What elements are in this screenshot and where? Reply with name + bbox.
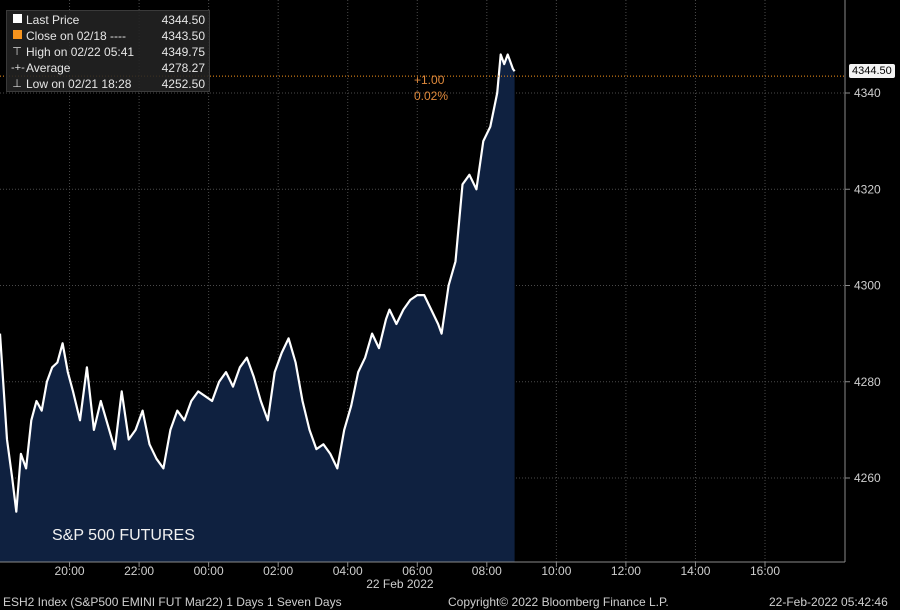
change-pct-label: 0.02% <box>414 89 449 103</box>
legend-close: Close on 02/18 ---- 4343.50 <box>11 28 205 44</box>
legend-value: 4344.50 <box>161 13 205 27</box>
legend-value: 4278.27 <box>161 61 205 75</box>
legend-average: -+- Average 4278.27 <box>11 60 205 76</box>
x-tick-label: 20:00 <box>55 564 85 578</box>
x-tick-label: 16:00 <box>750 564 780 578</box>
legend-label: Last Price <box>26 13 80 27</box>
x-date-label: 22 Feb 2022 <box>366 577 434 591</box>
legend-label: High on 02/22 05:41 <box>26 45 135 59</box>
y-tick-label: 4320 <box>854 182 881 196</box>
series-area <box>0 54 515 562</box>
change-abs-label: +1.00 <box>414 73 445 87</box>
legend-last-price: Last Price 4344.50 <box>11 12 205 28</box>
close-swatch-icon <box>11 28 23 44</box>
footer-bar: ESH2 Index (S&P500 EMINI FUT Mar22) 1 Da… <box>0 592 900 610</box>
area-fill <box>0 54 515 562</box>
last-price-tag: 4344.50 <box>849 64 895 78</box>
series-line <box>0 53 516 513</box>
axes: 20:00 22:00 00:00 02:00 04:00 06:00 08:00 10:00… <box>0 0 881 591</box>
x-tick-label: 04:00 <box>333 564 363 578</box>
legend-low: ⊥ Low on 02/21 18:28 4252.50 <box>11 76 205 92</box>
x-tick-label: 12:00 <box>611 564 641 578</box>
price-line-group <box>0 53 516 513</box>
y-tick-label: 4300 <box>854 279 881 293</box>
footer-timestamp: 22-Feb-2022 05:42:46 <box>769 595 888 609</box>
footer-security: ESH2 Index (S&P500 EMINI FUT Mar22) 1 Da… <box>3 595 342 609</box>
legend-value: 4343.50 <box>161 29 205 43</box>
average-marker-icon: -+- <box>11 62 25 74</box>
footer-copyright: Copyright© 2022 Bloomberg Finance L.P. <box>448 595 669 609</box>
legend-value: 4349.75 <box>161 45 205 59</box>
high-marker-icon: ⊤ <box>12 46 22 58</box>
y-tick-label: 4280 <box>854 375 881 389</box>
low-marker-icon: ⊥ <box>12 78 22 90</box>
y-tick-label: 4340 <box>854 86 881 100</box>
x-tick-label: 14:00 <box>680 564 710 578</box>
x-tick-label: 02:00 <box>263 564 293 578</box>
legend-label: Close on 02/18 ---- <box>26 29 127 43</box>
legend-value: 4252.50 <box>161 77 205 91</box>
legend-high: ⊤ High on 02/22 05:41 4349.75 <box>11 44 205 60</box>
x-tick-label: 08:00 <box>472 564 502 578</box>
y-tick-label: 4260 <box>854 471 881 485</box>
legend-label: Low on 02/21 18:28 <box>26 77 132 91</box>
series-title: S&P 500 FUTURES <box>52 527 195 544</box>
last-price-swatch-icon <box>11 12 23 28</box>
x-tick-label: 22:00 <box>124 564 154 578</box>
legend-label: Average <box>26 61 71 75</box>
x-tick-label: 10:00 <box>541 564 571 578</box>
legend-box: Last Price 4344.50 Close on 02/18 ---- 4… <box>6 10 210 92</box>
x-tick-label: 06:00 <box>402 564 432 578</box>
x-tick-label: 00:00 <box>194 564 224 578</box>
